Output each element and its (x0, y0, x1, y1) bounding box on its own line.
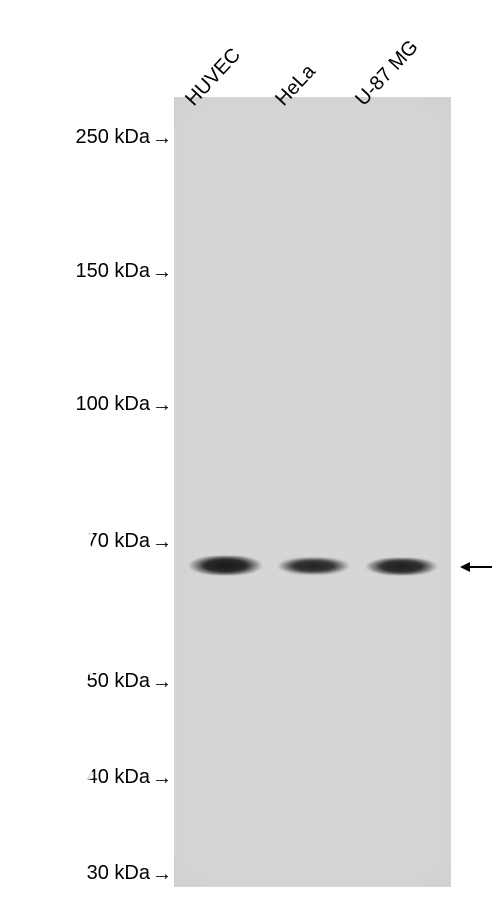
marker-row: 40 kDa → (0, 766, 170, 789)
marker-label: 40 kDa (87, 766, 150, 789)
arrowhead-icon (460, 562, 470, 572)
marker-label: 100 kDa (76, 393, 151, 416)
band-hela (277, 558, 350, 574)
marker-row: 70 kDa → (0, 530, 170, 553)
marker-arrow-icon: → (152, 395, 170, 415)
band-u87mg (365, 558, 438, 575)
marker-label: 50 kDa (87, 670, 150, 693)
marker-arrow-icon: → (152, 532, 170, 552)
arrow-stem (470, 566, 492, 568)
marker-row: 50 kDa → (0, 670, 170, 693)
marker-arrow-icon: → (152, 672, 170, 692)
marker-row: 30 kDa → (0, 862, 170, 885)
blot-membrane (174, 97, 451, 887)
marker-arrow-icon: → (152, 768, 170, 788)
marker-row: 100 kDa → (0, 393, 170, 416)
marker-arrow-icon: → (152, 128, 170, 148)
western-blot-figure: HUVEC HeLa U-87 MG 250 kDa → 150 kDa → 1… (0, 0, 500, 903)
marker-label: 250 kDa (76, 126, 151, 149)
marker-label: 30 kDa (87, 862, 150, 885)
marker-row: 150 kDa → (0, 260, 170, 283)
band-huvec (188, 556, 263, 575)
marker-arrow-icon: → (152, 262, 170, 282)
band-pointer-arrow-icon (460, 562, 492, 572)
marker-arrow-icon: → (152, 864, 170, 884)
marker-label: 150 kDa (76, 260, 151, 283)
marker-label: 70 kDa (87, 530, 150, 553)
marker-row: 250 kDa → (0, 126, 170, 149)
